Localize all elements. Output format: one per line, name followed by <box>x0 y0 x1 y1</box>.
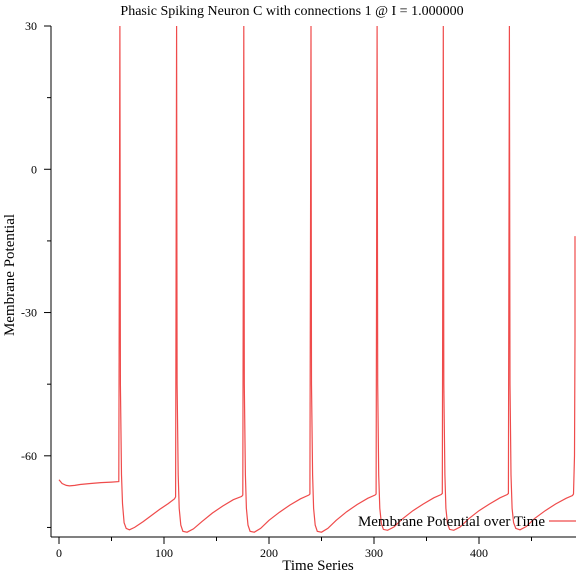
x-ticks: 0 100 200 300 400 <box>56 537 532 560</box>
y-tick-label: -60 <box>21 449 37 463</box>
y-ticks: 30 0 -30 -60 <box>21 19 51 528</box>
y-tick-label: 0 <box>31 162 37 176</box>
y-tick-label: 30 <box>25 19 37 33</box>
plot-area <box>58 25 576 533</box>
x-tick-label: 100 <box>155 546 173 560</box>
axes <box>50 26 576 538</box>
chart-title: Phasic Spiking Neuron C with connections… <box>120 4 463 19</box>
y-axis-label: Membrane Potential <box>2 214 18 336</box>
series-line-membrane-potential <box>58 25 576 533</box>
legend: Membrane Potential over Time <box>358 514 576 530</box>
x-tick-label: 0 <box>56 546 62 560</box>
x-tick-label: 400 <box>470 546 488 560</box>
y-tick-label: -30 <box>21 306 37 320</box>
x-tick-label: 300 <box>365 546 383 560</box>
x-axis-label: Time Series <box>282 558 354 574</box>
x-tick-label: 200 <box>260 546 278 560</box>
legend-label: Membrane Potential over Time <box>358 514 545 530</box>
